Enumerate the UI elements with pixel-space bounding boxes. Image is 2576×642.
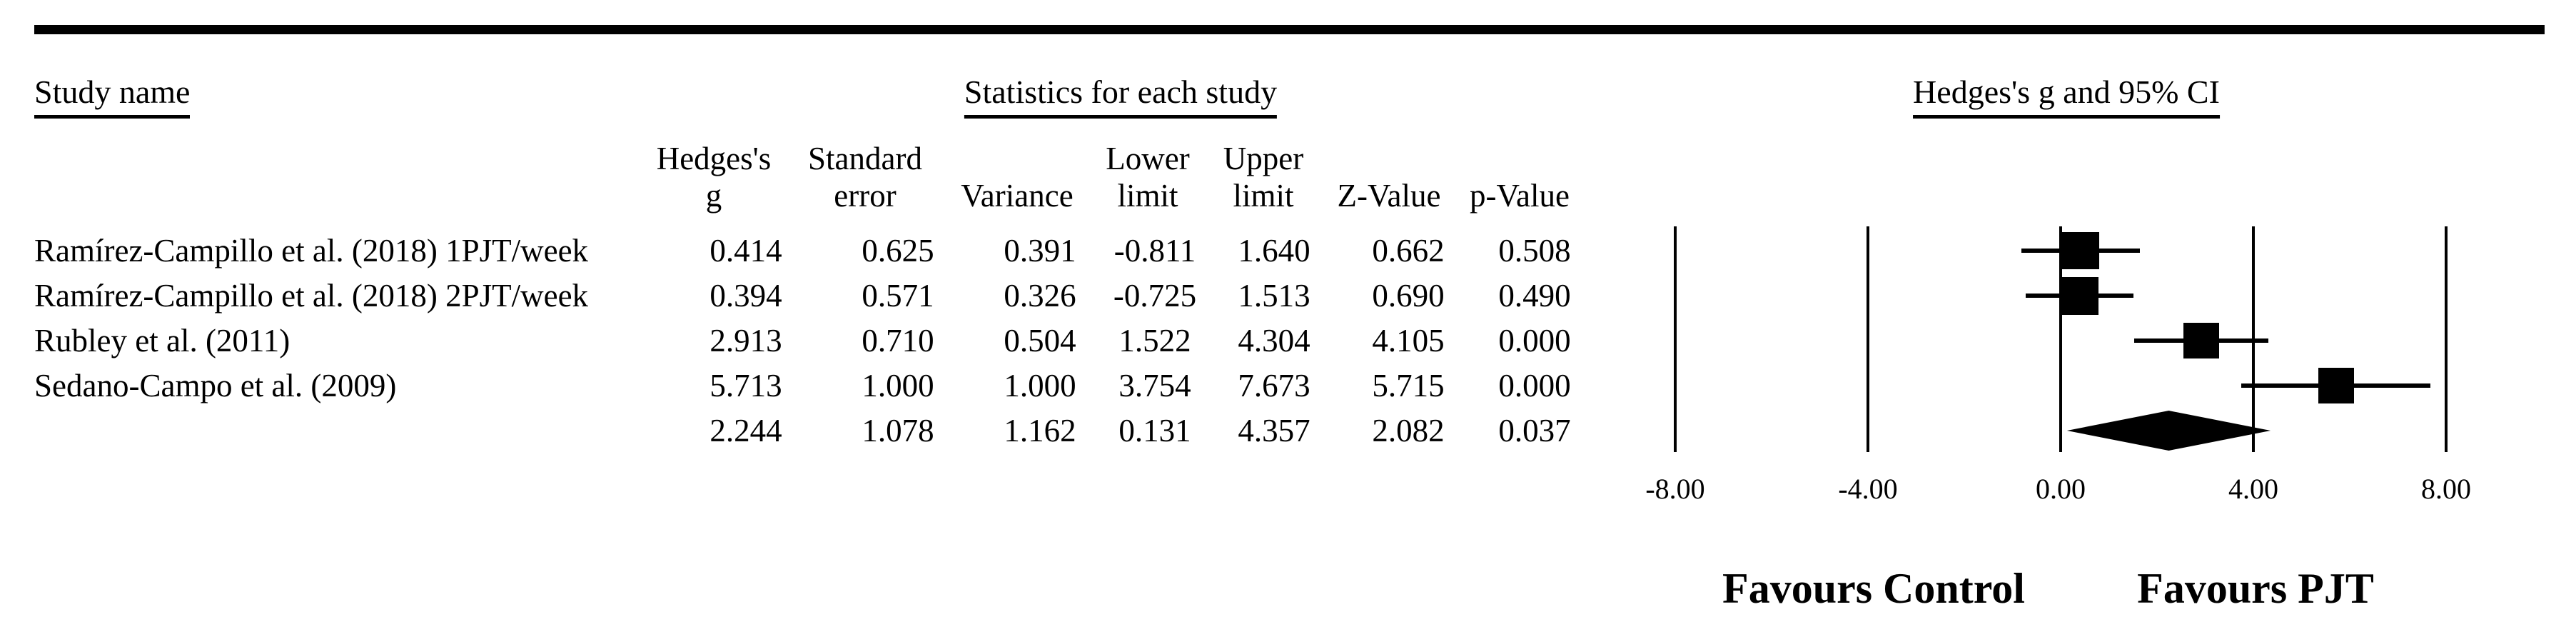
table-cell: 0.037: [1498, 413, 1571, 448]
table-cell: 0.394: [709, 278, 782, 314]
table-cell: 1.162: [1004, 413, 1076, 448]
table-cell: 0.326: [1004, 278, 1076, 314]
column-header-line2: limit: [1117, 178, 1178, 214]
table-cell: 2.082: [1372, 413, 1445, 448]
effect-square: [2061, 232, 2099, 269]
ci-group-header: Hedges's g and 95% CI: [1913, 74, 2220, 119]
table-cell: 4.105: [1372, 323, 1445, 358]
table-row: Ramírez-Campillo et al. (2018) 2PJT/week…: [0, 277, 2576, 314]
column-header: p-Value: [1427, 140, 1612, 214]
table-cell: 0.625: [862, 233, 934, 269]
table-cell: 0.000: [1498, 323, 1571, 358]
stats-group-header: Statistics for each study: [964, 74, 1278, 119]
column-header: Lower limit: [1055, 140, 1241, 214]
axis-tick-label: 0.00: [2036, 473, 2086, 505]
axis-gridline: [1867, 226, 1869, 452]
table-cell: 5.715: [1372, 368, 1445, 403]
study-name-header: Study name: [34, 74, 191, 119]
table-cell: 0.710: [862, 323, 934, 358]
column-header-line2: Z-Value: [1337, 178, 1441, 214]
column-header-line1: [1427, 140, 1612, 177]
table-cell: -0.811: [1113, 233, 1196, 269]
column-header: Z-Value: [1296, 140, 1482, 214]
table-cell: 0.414: [709, 233, 782, 269]
table-cell: 1.640: [1238, 233, 1310, 269]
column-header-line2: g: [705, 178, 722, 214]
effect-square: [2061, 276, 2099, 315]
column-header-line2: error: [834, 178, 896, 214]
table-cell: 0.571: [862, 278, 934, 314]
study-name-label: Sedano-Campo et al. (2009): [34, 368, 397, 403]
column-header-line1: Standard: [808, 141, 922, 176]
effect-square: [2318, 368, 2354, 403]
column-header: Standard error: [772, 140, 958, 214]
favours-control-label: Favours Control: [1722, 565, 2025, 612]
table-cell: 1.000: [862, 368, 934, 403]
column-header-line1: Lower: [1106, 141, 1190, 176]
axis-gridline: [2059, 226, 2062, 452]
axis-tick-label: 4.00: [2228, 473, 2278, 505]
column-header: Upper limit: [1171, 140, 1356, 214]
table-cell: 0.508: [1498, 233, 1571, 269]
table-row-summary: 2.244 1.078 1.162 0.131 4.357 2.082 0.037: [0, 412, 2576, 449]
favours-pjt-label: Favours PJT: [2137, 565, 2374, 612]
table-cell: 1.513: [1238, 278, 1310, 314]
axis-tick-label: -8.00: [1645, 473, 1705, 505]
table-cell: 2.913: [709, 323, 782, 358]
table-cell: 0.504: [1004, 323, 1076, 358]
axis-tick-label: 8.00: [2421, 473, 2471, 505]
axis-gridline: [1674, 226, 1677, 452]
table-cell: 0.662: [1372, 233, 1445, 269]
table-cell: 1.000: [1004, 368, 1076, 403]
table-cell: 3.754: [1118, 368, 1191, 403]
table-cell: 0.490: [1498, 278, 1571, 314]
axis-gridline: [2445, 226, 2448, 452]
column-header-line2: p-Value: [1470, 178, 1570, 214]
table-cell: 2.244: [709, 413, 782, 448]
column-header: Hedges's g: [621, 140, 807, 214]
table-cell: 7.673: [1238, 368, 1310, 403]
effect-square: [2183, 323, 2219, 358]
table-cell: -0.725: [1113, 278, 1197, 314]
column-header-line1: Hedges's: [656, 141, 772, 176]
table-cell: 4.304: [1238, 323, 1310, 358]
table-row: Ramírez-Campillo et al. (2018) 1PJT/week…: [0, 232, 2576, 269]
table-row: Sedano-Campo et al. (2009) 5.713 1.000 1.00…: [0, 367, 2576, 404]
top-rule: [34, 25, 2545, 34]
study-name-label: Rubley et al. (2011): [34, 323, 291, 358]
column-header-line2: Variance: [961, 178, 1074, 214]
table-row: Rubley et al. (2011) 2.913 0.710 0.504 1.522…: [0, 322, 2576, 359]
study-name-label: Ramírez-Campillo et al. (2018) 1PJT/week: [34, 233, 589, 269]
column-header-line2: limit: [1233, 178, 1294, 214]
table-cell: 4.357: [1238, 413, 1310, 448]
table-cell: 1.078: [862, 413, 934, 448]
table-cell: 1.522: [1118, 323, 1191, 358]
study-name-label: Ramírez-Campillo et al. (2018) 2PJT/week: [34, 278, 589, 314]
table-cell: 0.131: [1118, 413, 1191, 448]
column-header: Variance: [924, 140, 1110, 214]
table-cell: 0.391: [1004, 233, 1076, 269]
column-header-line1: Upper: [1223, 141, 1304, 176]
table-cell: 0.690: [1372, 278, 1445, 314]
axis-tick-label: -4.00: [1838, 473, 1898, 505]
table-cell: 5.713: [709, 368, 782, 403]
table-cell: 0.000: [1498, 368, 1571, 403]
